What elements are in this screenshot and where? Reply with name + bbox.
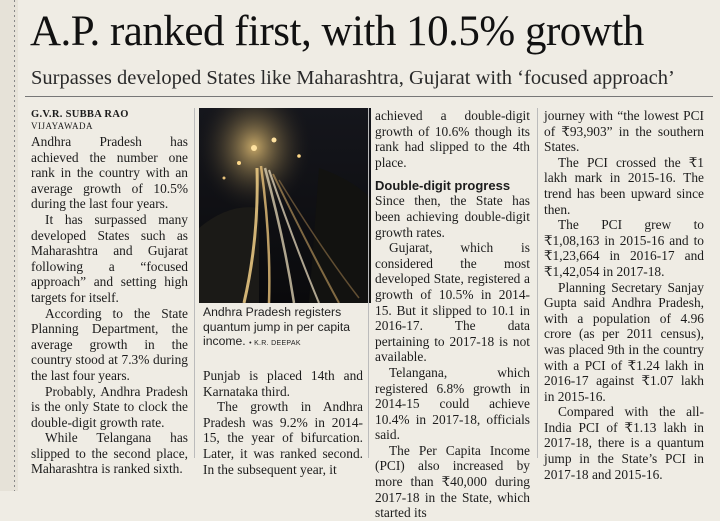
paragraph: Gujarat, which is considered the most de… — [375, 240, 530, 365]
subheadline: Surpasses developed States like Maharash… — [31, 67, 675, 89]
article-column-3: achieved a double-digit growth of 10.6% … — [375, 108, 530, 521]
paragraph: The Per Capita Income (PCI) also increas… — [375, 442, 530, 521]
paragraph: The PCI crossed the ₹1 lakh mark in 2015… — [544, 154, 704, 217]
night-highway-photo — [199, 108, 371, 303]
article-column-4: journey with “the lowest PCI of ₹93,903”… — [544, 108, 704, 482]
article-column-2: Punjab is placed 14th and Karnataka thir… — [203, 368, 363, 477]
paragraph: achieved a double-digit growth of 10.6% … — [375, 108, 530, 170]
paragraph: Planning Secretary Sanjay Gupta said And… — [544, 279, 704, 404]
dateline: VIJAYAWADA — [31, 121, 93, 131]
paragraph: Punjab is placed 14th and Karnataka thir… — [203, 368, 363, 399]
paragraph: Compared with the all-India PCI of ₹1.13… — [544, 404, 704, 482]
paragraph: journey with “the lowest PCI of ₹93,903”… — [544, 108, 704, 155]
paragraph: According to the State Planning Departme… — [31, 305, 188, 383]
paragraph: Since then, the State has been achieving… — [375, 193, 530, 240]
column-divider — [537, 108, 538, 458]
photo-credit: • K.R. DEEPAK — [249, 340, 301, 347]
paragraph: While Telangana has slipped to the secon… — [31, 430, 188, 477]
caption-text: Andhra Pradesh registers quantum jump in… — [203, 305, 351, 348]
headline: A.P. ranked first, with 10.5% growth — [30, 8, 644, 55]
paragraph: Andhra Pradesh has achieved the number o… — [31, 134, 188, 212]
paragraph: Probably, Andhra Pradesh is the only Sta… — [31, 383, 188, 430]
column-divider — [194, 108, 195, 458]
paragraph: The growth in Andhra Pradesh was 9.2% in… — [203, 399, 363, 477]
headline-rule — [25, 96, 713, 97]
article-column-1: G.V.R. SUBBA RAO VIJAYAWADA Andhra Prade… — [31, 108, 188, 477]
paragraph: It has surpassed many developed States s… — [31, 211, 188, 305]
section-subhead: Double-digit progress — [375, 178, 511, 194]
column-divider — [368, 108, 369, 458]
byline: G.V.R. SUBBA RAO — [31, 109, 129, 120]
page-fold-edge — [0, 0, 18, 491]
photo-image — [199, 108, 371, 303]
photo-caption: Andhra Pradesh registers quantum jump in… — [203, 305, 375, 352]
paragraph: The PCI grew to ₹1,08,163 in 2015-16 and… — [544, 217, 704, 279]
paragraph: Telangana, which registered 6.8% growth … — [375, 364, 530, 443]
